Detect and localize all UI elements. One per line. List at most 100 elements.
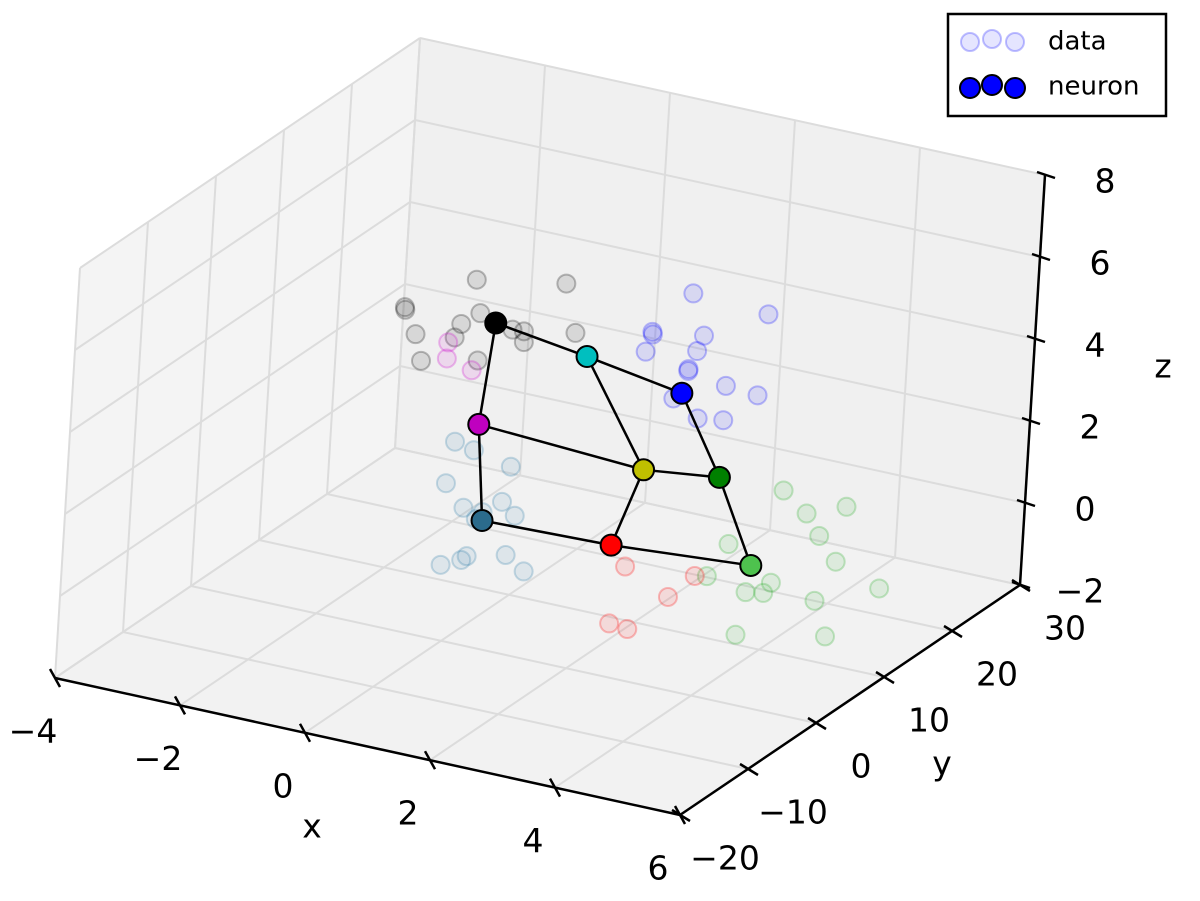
data-point (500, 456, 521, 477)
data-point (444, 327, 465, 348)
data-point (642, 321, 663, 342)
data-point (678, 359, 699, 380)
neuron (575, 345, 599, 369)
grid-line (644, 92, 671, 503)
data-point (405, 324, 426, 345)
grid-line (554, 556, 896, 789)
legend-marker (959, 77, 981, 99)
data-point (453, 497, 474, 518)
z-tick-label: 8 (1095, 162, 1116, 201)
data-point (796, 503, 817, 524)
data-point (430, 554, 451, 575)
data-point (735, 582, 756, 603)
data-point (492, 491, 512, 512)
data-point (657, 586, 678, 607)
grid-line (399, 365, 1026, 504)
data-point (696, 566, 717, 587)
z-tick-label: 4 (1085, 326, 1106, 365)
data-point (436, 348, 457, 369)
neuron-link (610, 543, 751, 567)
legend-box (946, 12, 1168, 118)
data-point (504, 505, 525, 526)
grid-line (54, 447, 396, 679)
grid-line (190, 585, 817, 724)
data-point (456, 546, 477, 567)
data-point (773, 480, 794, 501)
neuron-link (680, 392, 721, 478)
z-tick-label: 6 (1090, 244, 1111, 283)
grid-line (409, 201, 1036, 340)
grid-line (190, 175, 217, 587)
data-point (615, 556, 636, 577)
data-point (804, 590, 825, 611)
y-tick-label: 20 (976, 655, 1018, 694)
x-axis (54, 676, 681, 817)
data-point (466, 269, 487, 290)
x-tick-label: −2 (134, 739, 183, 778)
data-point (725, 624, 746, 645)
neuron-link (609, 469, 645, 546)
data-point (694, 325, 714, 346)
neuron-links (477, 321, 752, 567)
data-point (713, 410, 734, 431)
x-tick-label: 0 (273, 766, 294, 805)
grid-line (414, 119, 1041, 258)
neuron (599, 533, 623, 557)
back-pane (395, 38, 1045, 585)
data-point (556, 273, 577, 294)
data-point (687, 341, 708, 362)
data-point (438, 332, 459, 353)
grid-line (258, 129, 285, 541)
grid-line (64, 283, 406, 515)
grid-line (326, 83, 353, 495)
grid-line (69, 201, 411, 433)
neuron (670, 381, 694, 405)
tick-mark (1036, 170, 1056, 180)
data-point (684, 565, 705, 586)
y-tick-label: −10 (758, 793, 828, 832)
neuron (707, 465, 731, 489)
data-point (395, 299, 416, 320)
y-tick-label: 0 (851, 747, 872, 786)
data-point (825, 551, 846, 572)
data-point (467, 350, 488, 371)
z-tick-label: 2 (1080, 408, 1101, 447)
x-tick-label: −4 (9, 712, 58, 751)
grid-line (59, 365, 401, 597)
grid-line (74, 119, 416, 351)
x-axis-label: x (302, 807, 322, 846)
neuron (467, 412, 491, 436)
grid-line (79, 37, 421, 269)
data-point (451, 313, 472, 334)
legend-marker (981, 74, 1003, 96)
legend-marker (1005, 32, 1025, 52)
grid-line (179, 474, 521, 707)
neuron-link (718, 476, 752, 566)
legend: data neuron (946, 12, 1168, 118)
grid-line (54, 267, 81, 679)
data-point (683, 283, 704, 304)
grid-line (769, 120, 796, 531)
floor-pane (55, 448, 1020, 815)
data-point (758, 304, 779, 325)
neuron-link (495, 321, 588, 358)
grid-line (404, 283, 1031, 422)
data-point (599, 613, 620, 634)
data-point (635, 341, 656, 362)
data-point (470, 303, 491, 324)
grid (54, 37, 1046, 816)
legend-label: neuron (1048, 72, 1139, 102)
data-point (718, 534, 739, 555)
data-point (435, 473, 456, 494)
data-point (411, 350, 431, 371)
neurons (467, 311, 763, 577)
y-tick-label: 10 (908, 701, 950, 740)
neuron-link (477, 322, 498, 425)
data-point (715, 375, 736, 396)
grid-line (326, 493, 953, 632)
neuron-link (643, 468, 720, 479)
legend-marker (960, 32, 980, 52)
